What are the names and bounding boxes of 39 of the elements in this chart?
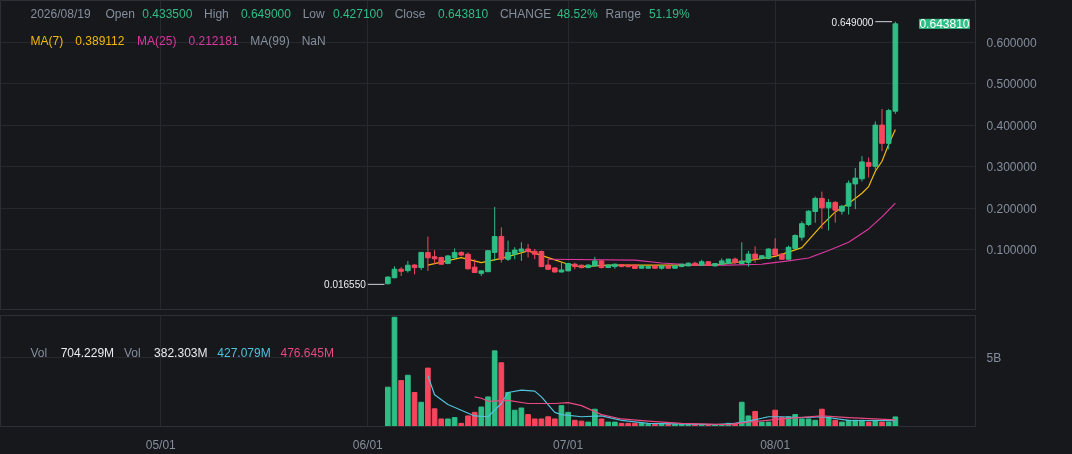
x-tick-label: 08/01	[760, 437, 791, 452]
annotation: CHANGE	[499, 6, 552, 21]
annotation: 0.643810	[919, 17, 970, 32]
y-tick-label: 5B	[986, 350, 1002, 365]
annotation: Vol	[123, 345, 141, 360]
annotation: MA(99)	[250, 33, 290, 48]
annotation: 704.229M	[60, 345, 115, 360]
annotation: 476.645M	[280, 345, 334, 360]
text: MA(7)	[30, 33, 64, 48]
y-tick-label: 0.300000	[986, 160, 1037, 175]
annotation: High	[204, 6, 229, 21]
annotation: 382.303M	[154, 345, 208, 360]
annotation: 0.427100	[332, 7, 384, 21]
text: MA(25)	[137, 33, 177, 48]
annotation: 0.649000	[240, 7, 292, 21]
y-tick-label: 0.500000	[986, 77, 1037, 92]
annotation: 0.649000	[831, 16, 874, 28]
annotation: 51.19%	[648, 6, 690, 21]
y-tick-label: 0.400000	[986, 118, 1037, 133]
annotation: 0.212181	[188, 34, 239, 48]
annotation: Range	[605, 6, 642, 21]
annotation: 427.079M	[217, 345, 271, 360]
annotation: 0.433500	[142, 7, 193, 21]
annotation: 0.389112	[75, 34, 125, 48]
x-tick-label: 06/01	[352, 437, 384, 452]
y-tick-label: 0.200000	[986, 201, 1037, 216]
annotation: 2026/08/19	[30, 6, 91, 21]
x-tick-label: 05/01	[145, 437, 177, 452]
annotation: Low	[302, 6, 326, 21]
annotation: Open	[105, 6, 135, 21]
annotation: Vol	[30, 345, 48, 360]
annotation: 0.016550	[324, 279, 367, 291]
annotation: 0.643810	[438, 7, 489, 21]
y-tick-label: 0.600000	[986, 35, 1037, 50]
y-tick-label: 0.100000	[986, 243, 1037, 258]
annotation: NaN	[301, 33, 326, 48]
annotation: 48.52%	[556, 6, 598, 21]
annotation: Close	[394, 6, 426, 21]
x-tick-label: 07/01	[553, 437, 584, 452]
